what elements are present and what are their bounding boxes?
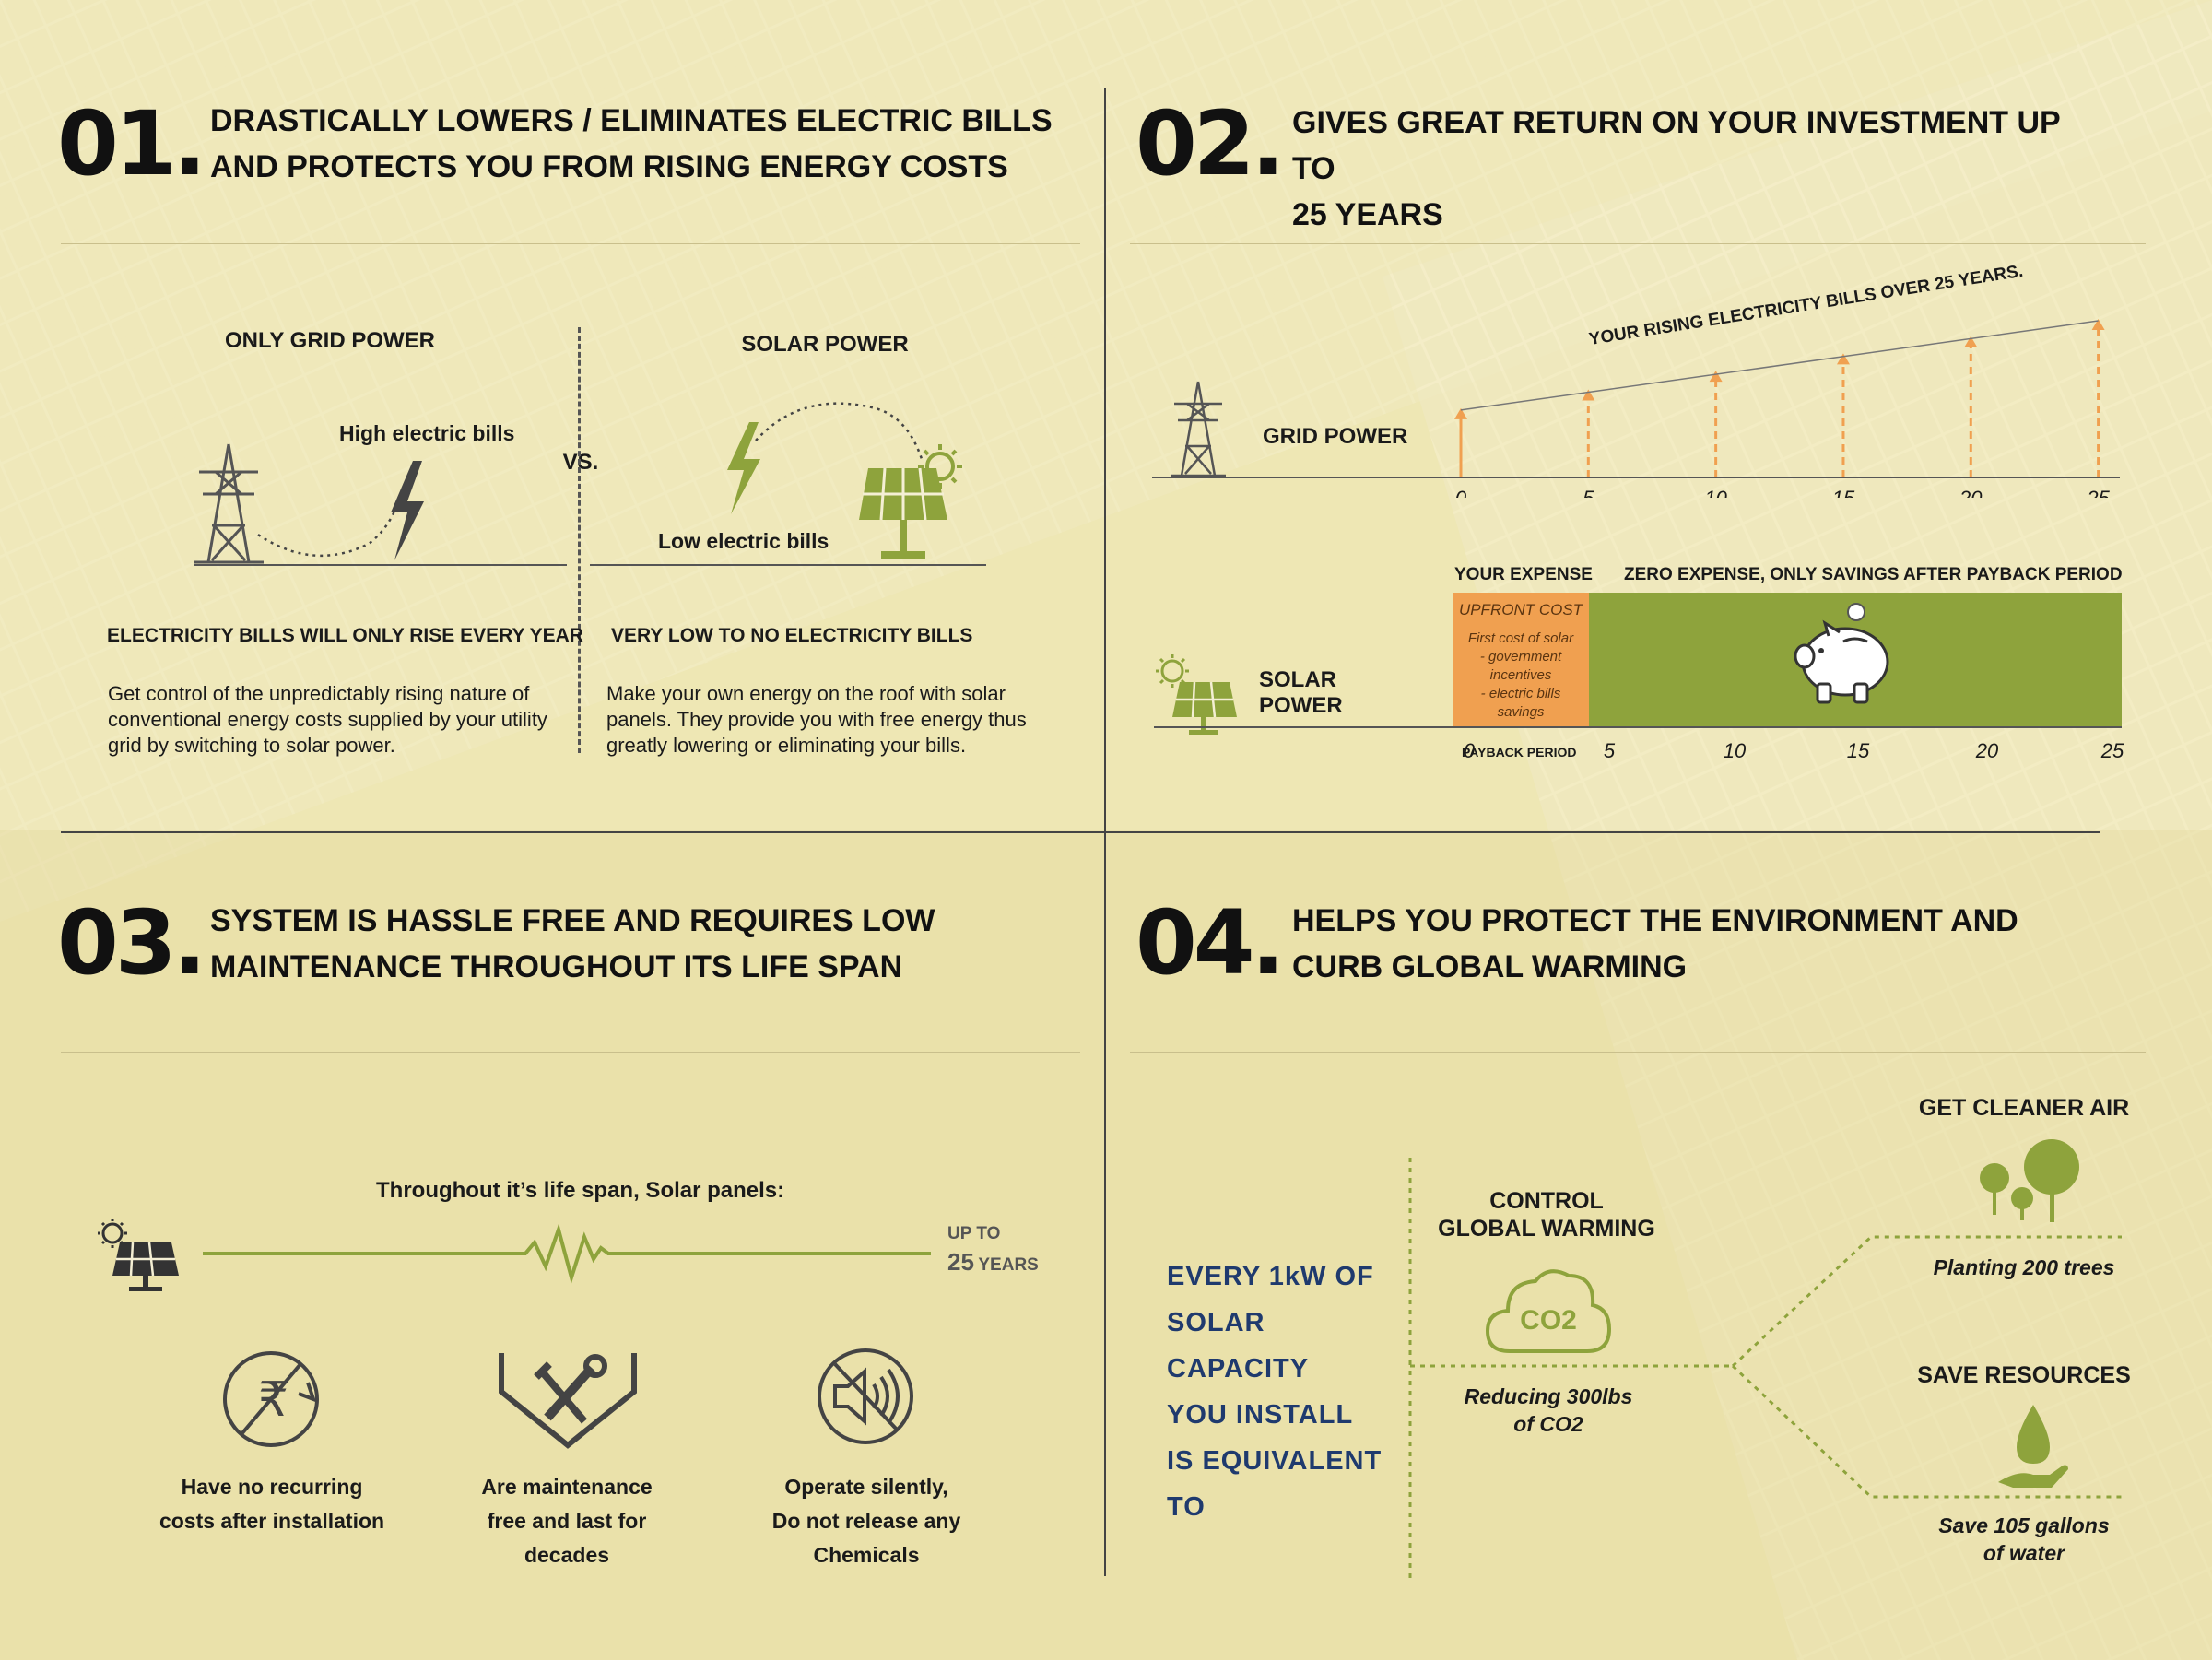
- cleaner-air-heading: GET CLEANER AIR: [1904, 1095, 2144, 1122]
- section-3-number: 03.: [57, 899, 203, 987]
- grid-baseline: [194, 564, 567, 566]
- solar-axis-tick: 10: [1716, 739, 1753, 763]
- section-4-number: 04.: [1135, 899, 1281, 987]
- no-recurring-cost-icon: ₹: [218, 1346, 324, 1453]
- section-4-rule: [1130, 1052, 2146, 1053]
- section-1-rule: [61, 243, 1080, 244]
- water-drop-hand-icon: [1991, 1401, 2074, 1497]
- co2-icon-label: CO2: [1484, 1305, 1613, 1336]
- grid-subheading: ELECTRICITY BILLS WILL ONLY RISE EVERY Y…: [107, 625, 583, 647]
- equivalence-line: EVERY 1kW OF: [1167, 1254, 1406, 1300]
- upfront-detail-line: incentives: [1453, 666, 1589, 685]
- solar-panel-green-icon: [855, 441, 973, 566]
- grid-axis-tick: 15: [1832, 487, 1855, 498]
- grid-axis-tick: 0: [1455, 487, 1467, 498]
- upfront-detail-line: - government: [1453, 648, 1589, 666]
- payback-period-label: PAYBACK PERIOD: [1462, 745, 1576, 759]
- grid-axis-tick: 20: [1959, 487, 1983, 498]
- save-water-caption: Save 105 gallons of water: [1904, 1512, 2144, 1567]
- grid-description: Get control of the unpredictably rising …: [108, 681, 550, 759]
- upfront-cost-details: First cost of solar - government incentive…: [1453, 630, 1589, 722]
- solar-axis-tick: 25: [2094, 739, 2131, 763]
- lifespan-pulse-line: [203, 1215, 931, 1289]
- grid-axis-tick: 10: [1704, 487, 1727, 498]
- vs-label: VS.: [553, 450, 608, 476]
- svg-text:₹: ₹: [258, 1372, 288, 1428]
- solar-power-heading: SOLAR POWER: [700, 332, 949, 358]
- solar-panel-small-icon: [1152, 651, 1241, 737]
- solar-power-label: SOLAR POWER: [1259, 667, 1425, 719]
- solar-axis-tick: 20: [1969, 739, 2006, 763]
- piggy-bank-icon: [1788, 599, 1899, 710]
- grid-axis-tick: 25: [2086, 487, 2110, 498]
- high-bills-label: High electric bills: [339, 421, 514, 446]
- section-2-rule: [1130, 243, 2146, 244]
- equivalence-line: TO: [1167, 1484, 1406, 1530]
- trees-icon: [1974, 1132, 2085, 1224]
- equivalence-line: YOU INSTALL: [1167, 1392, 1406, 1438]
- solar-baseline-2: [1154, 726, 2122, 728]
- upfront-detail-line: savings: [1453, 703, 1589, 722]
- bill-arrow-head: [1837, 353, 1850, 364]
- upfront-cost-title: UPFRONT COST: [1453, 601, 1589, 619]
- benefit-no-costs: Have no recurring costs after installatio…: [138, 1470, 406, 1538]
- planting-trees-caption: Planting 200 trees: [1904, 1254, 2144, 1281]
- silent-operation-icon: [815, 1346, 916, 1447]
- grid-arc-connector: [249, 479, 406, 562]
- section-3-rule: [61, 1052, 1080, 1053]
- equivalence-line: IS EQUIVALENT: [1167, 1438, 1406, 1484]
- upfront-detail-line: First cost of solar: [1453, 630, 1589, 648]
- horizontal-divider: [61, 831, 2100, 833]
- lifespan-text: Throughout it’s life span, Solar panels:: [376, 1178, 784, 1204]
- upto-label: UP TO: [947, 1224, 1000, 1244]
- section-2-number: 02.: [1135, 100, 1281, 188]
- control-warming-heading: CONTROL GLOBAL WARMING: [1427, 1187, 1666, 1242]
- solar-description: Make your own energy on the roof with so…: [606, 681, 1053, 759]
- bill-arrow-head: [2092, 319, 2105, 330]
- upfront-detail-line: - electric bills: [1453, 685, 1589, 703]
- section-4-title: HELPS YOU PROTECT THE ENVIRONMENT AND CU…: [1292, 898, 2085, 990]
- rising-trend-line: [1461, 321, 2099, 410]
- equivalence-line: SOLAR CAPACITY: [1167, 1300, 1406, 1392]
- benefit-maintenance-free: Are maintenance free and last for decades: [433, 1470, 700, 1572]
- save-resources-heading: SAVE RESOURCES: [1904, 1362, 2144, 1389]
- years-label: 25 YEARS: [947, 1248, 1039, 1277]
- solar-axis-tick: 5: [1591, 739, 1628, 763]
- bill-arrow-head: [1710, 371, 1723, 382]
- solar-subheading: VERY LOW TO NO ELECTRICITY BILLS: [611, 625, 972, 647]
- low-bills-label: Low electric bills: [658, 529, 829, 554]
- your-expense-label: YOUR EXPENSE: [1454, 565, 1593, 585]
- grid-axis-tick: 5: [1583, 487, 1594, 498]
- grid-power-heading: ONLY GRID POWER: [201, 328, 459, 354]
- maintenance-tools-icon: [496, 1349, 640, 1449]
- vs-dashed-divider: [578, 327, 581, 753]
- section-2-title: GIVES GREAT RETURN ON YOUR INVESTMENT UP…: [1292, 100, 2076, 238]
- section-1-number: 01.: [57, 100, 203, 188]
- equivalence-statement: EVERY 1kW OF SOLAR CAPACITY YOU INSTALL IS …: [1167, 1254, 1406, 1530]
- zero-expense-label: ZERO EXPENSE, ONLY SAVINGS AFTER PAYBACK…: [1624, 565, 2123, 585]
- benefit-silent: Operate silently, Do not release any Chemi…: [728, 1470, 1005, 1572]
- reducing-co2-caption: Reducing 300lbs of CO2: [1438, 1383, 1659, 1438]
- section-1-title: DRASTICALLY LOWERS / ELIMINATES ELECTRIC…: [210, 98, 1058, 190]
- section-3-title: SYSTEM IS HASSLE FREE AND REQUIRES LOW M…: [210, 898, 1040, 990]
- solar-axis-tick: 15: [1840, 739, 1877, 763]
- lifespan-solar-panel-icon: [92, 1215, 184, 1294]
